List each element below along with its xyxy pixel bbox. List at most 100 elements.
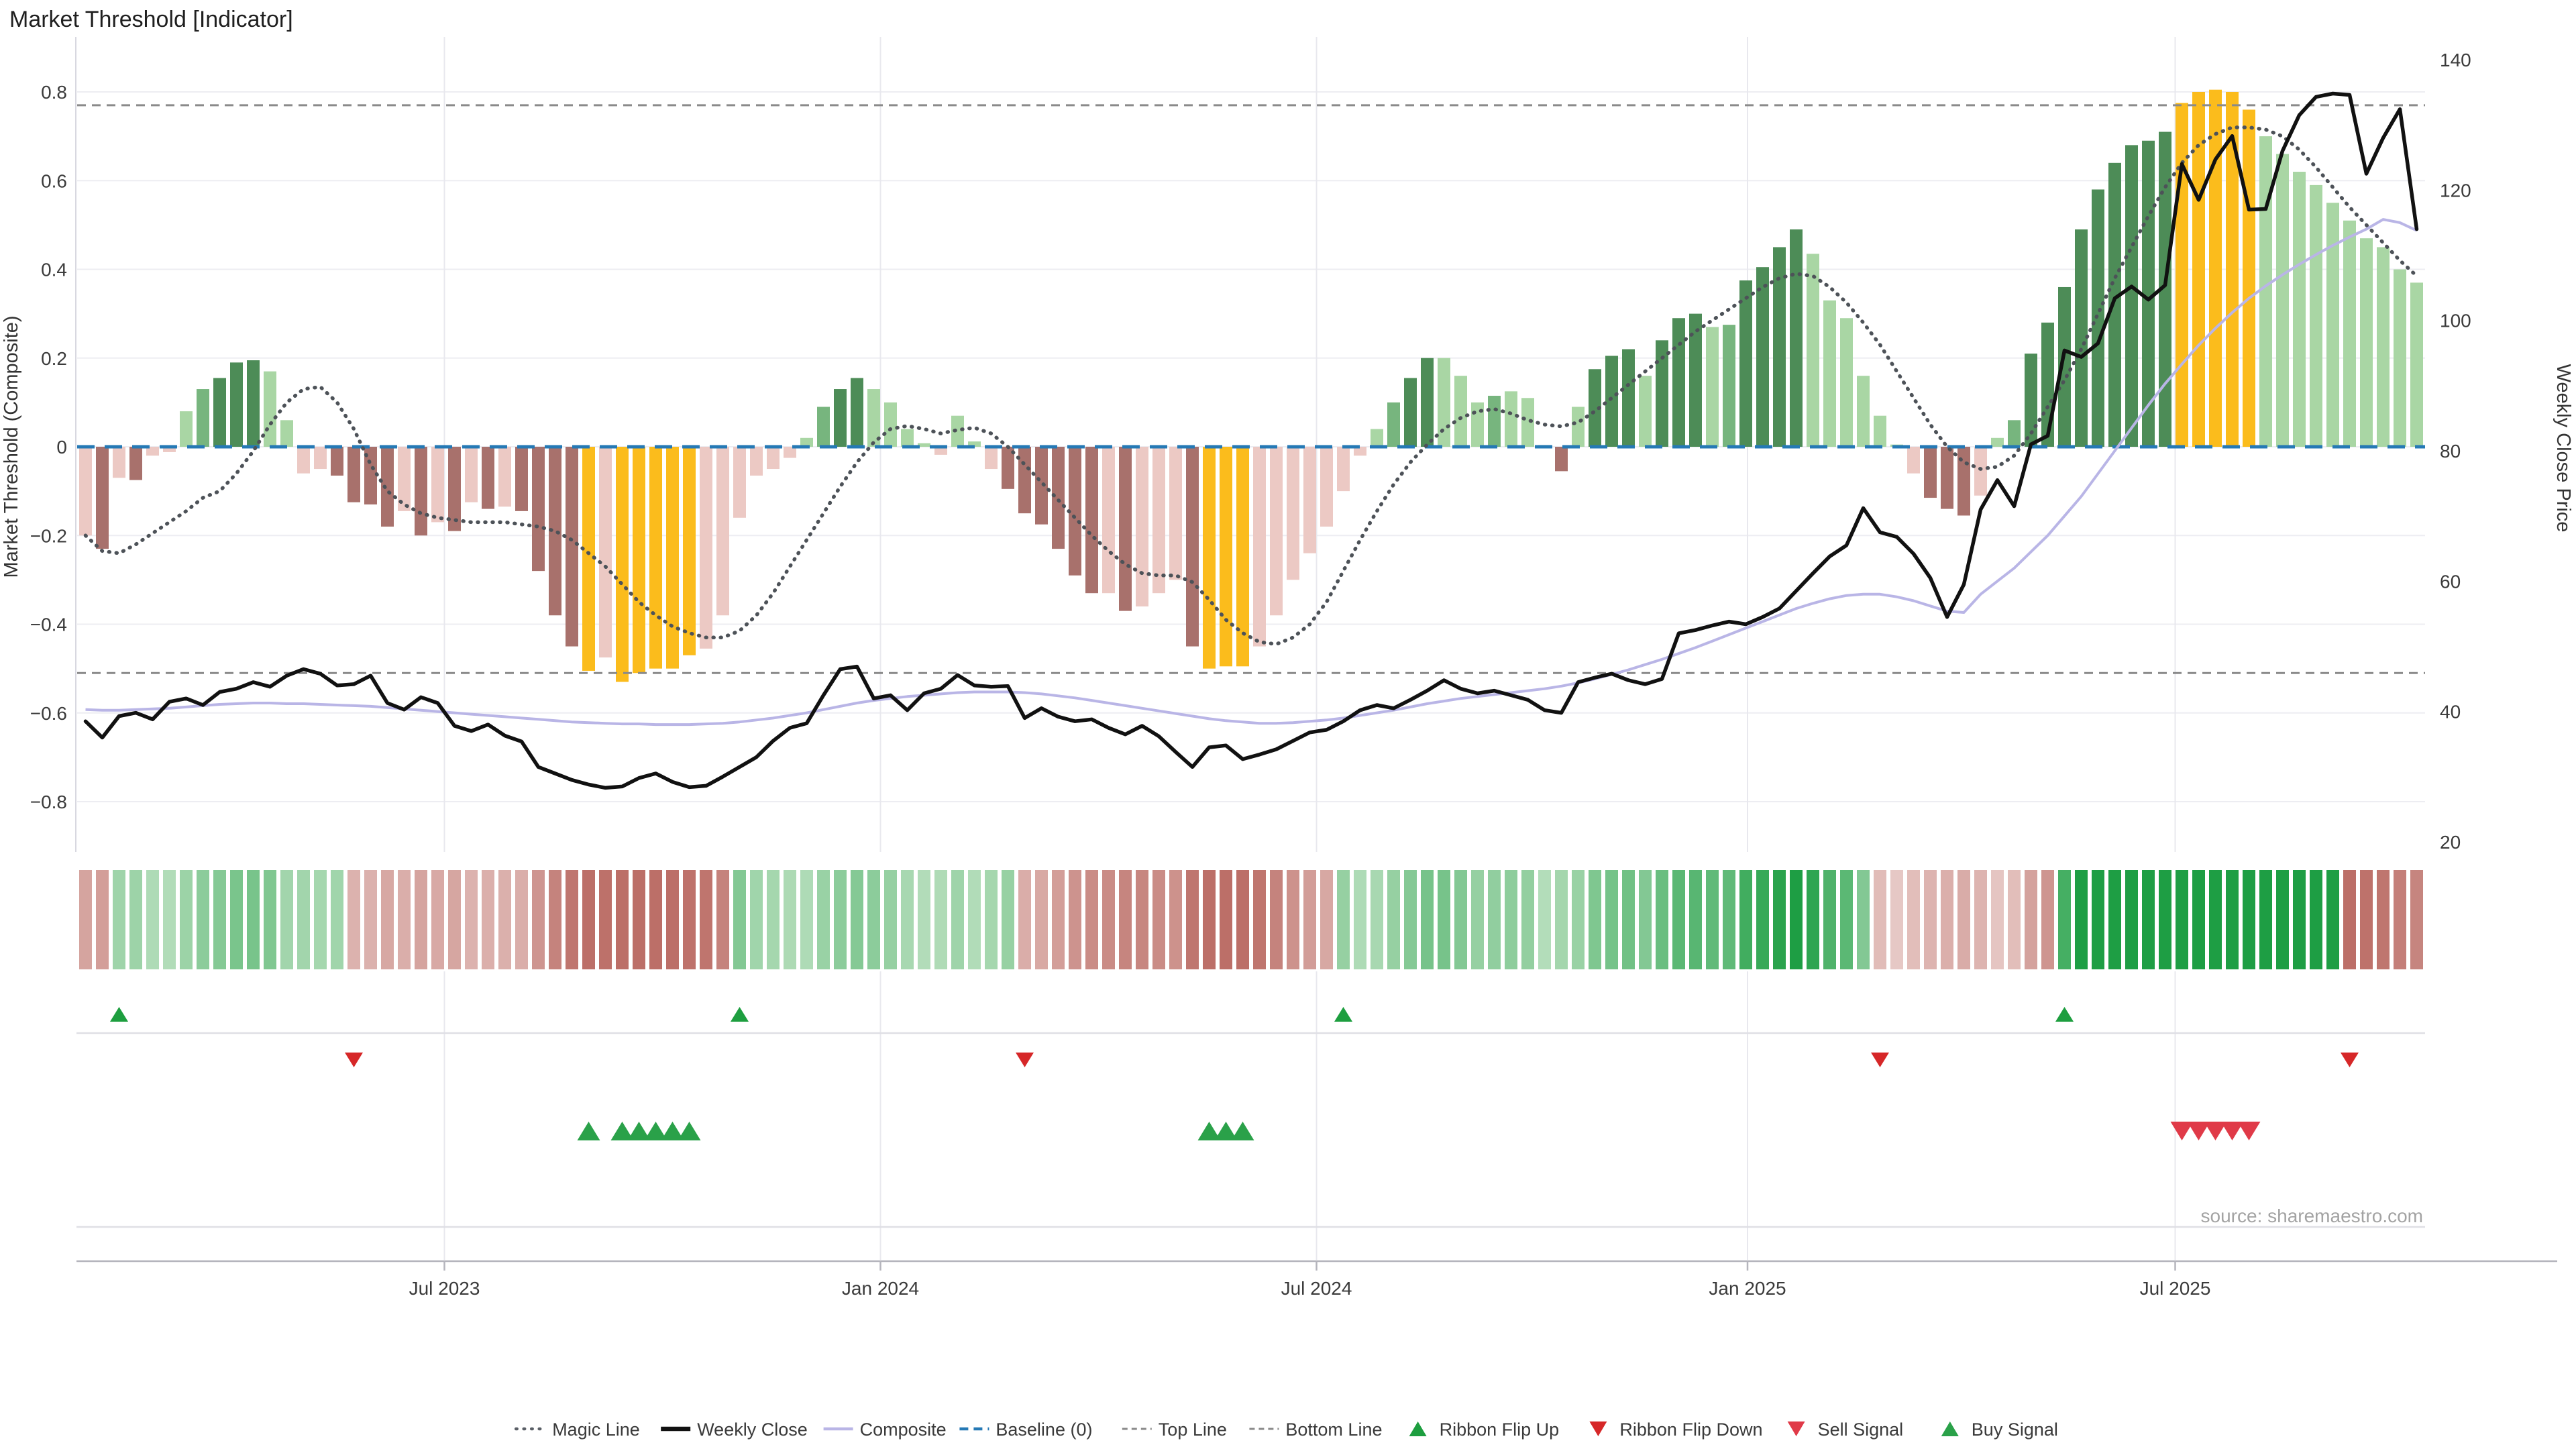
ribbon-cell: [2243, 870, 2255, 969]
threshold-bar: [817, 407, 830, 447]
threshold-bar: [1337, 447, 1350, 492]
threshold-bar: [2058, 286, 2071, 447]
buy-signal-icon: [661, 1122, 684, 1140]
threshold-bar: [1186, 447, 1199, 647]
legend-marker-triangle-up-icon: [1941, 1421, 1959, 1436]
threshold-bar: [197, 389, 209, 447]
grid-layer: [75, 37, 2425, 1260]
threshold-bar: [1790, 229, 1803, 447]
y-left-tick-label: 0.6: [41, 170, 67, 191]
threshold-bar: [2276, 154, 2289, 447]
legend-item-label: Bottom Line: [1285, 1419, 1382, 1440]
axes-layer: 0.8 0.6 0.4 0.2 0 −0.2 −0.4 −0.6 −0.8 140 120 100 80…: [30, 50, 2471, 1299]
ribbon-flip-down-icon: [345, 1053, 363, 1067]
sell-signal-icon: [2170, 1122, 2194, 1140]
ribbon-cell: [1773, 870, 1786, 969]
threshold-bar: [800, 437, 813, 447]
ribbon-cell: [1018, 870, 1031, 969]
threshold-histogram: [77, 89, 2425, 682]
threshold-bar: [1354, 447, 1366, 456]
ribbon-cell: [1186, 870, 1199, 969]
buy-signal-icon: [1214, 1122, 1238, 1140]
legend-marker-triangle-down-icon: [1589, 1421, 1607, 1436]
threshold-bar: [1991, 437, 2004, 447]
threshold-bar: [2159, 131, 2171, 447]
ribbon-cell: [1857, 870, 1870, 969]
threshold-bar: [347, 447, 360, 502]
ribbon-cell: [1085, 870, 1098, 969]
ribbon-cell: [2192, 870, 2205, 969]
threshold-bar: [1052, 447, 1065, 549]
threshold-bar: [280, 420, 293, 447]
x-tick-label: Jan 2025: [1709, 1278, 1786, 1299]
ribbon-cell: [2293, 870, 2306, 969]
ribbon-cell: [1471, 870, 1484, 969]
ribbon-cell: [180, 870, 193, 969]
threshold-bar: [666, 447, 679, 669]
ribbon-cell: [2326, 870, 2339, 969]
ribbon-cell: [767, 870, 780, 969]
threshold-bar: [515, 447, 528, 511]
threshold-bar: [1069, 447, 1081, 576]
ribbon-cell: [851, 870, 863, 969]
threshold-bar: [1136, 447, 1148, 607]
y-left-tick-label: 0.2: [41, 348, 67, 369]
y-right-tick-label: 20: [2440, 832, 2461, 853]
ribbon-cell: [1739, 870, 1752, 969]
threshold-bar: [2176, 103, 2188, 447]
ribbon-flip-down-icon: [1016, 1053, 1034, 1067]
ribbon-cell: [448, 870, 461, 969]
threshold-bar: [1974, 447, 1987, 496]
ribbon-cell: [1974, 870, 1987, 969]
ribbon-cell: [800, 870, 813, 969]
ribbon-cell: [716, 870, 729, 969]
ribbon-cell: [381, 870, 394, 969]
threshold-bar: [1957, 447, 1970, 516]
ribbon-cell: [230, 870, 243, 969]
buy-signal-icon: [1231, 1122, 1254, 1140]
ribbon-cell: [1622, 870, 1635, 969]
legend-item: Magic Line: [514, 1419, 640, 1440]
legend-item-label: Ribbon Flip Up: [1440, 1419, 1560, 1440]
ribbon-cell: [1354, 870, 1366, 969]
threshold-bar: [867, 389, 880, 447]
ribbon-cell: [1270, 870, 1283, 969]
ribbon-cell: [901, 870, 914, 969]
ribbon-cell: [1538, 870, 1551, 969]
ribbon-cell: [750, 870, 763, 969]
ribbon-cell: [79, 870, 92, 969]
threshold-bar: [1085, 447, 1098, 594]
threshold-bar: [415, 447, 427, 536]
threshold-bar: [1102, 447, 1115, 594]
ribbon-cell: [1941, 870, 1953, 969]
y-right-tick-label: 120: [2440, 180, 2471, 201]
threshold-bar: [1756, 267, 1769, 447]
ribbon-cell: [2343, 870, 2356, 969]
ribbon-cell: [129, 870, 142, 969]
ribbon-cell: [599, 870, 612, 969]
threshold-bar: [1656, 340, 1668, 447]
ribbon-flip-up-icon: [110, 1007, 128, 1022]
y-right-tick-label: 140: [2440, 50, 2471, 70]
ribbon-cell: [465, 870, 478, 969]
buy-signal-icon: [1197, 1122, 1221, 1140]
threshold-bar: [2343, 220, 2356, 447]
threshold-bar: [2326, 203, 2339, 447]
legend-item-label: Buy Signal: [1972, 1419, 2058, 1440]
threshold-bar: [2360, 238, 2373, 447]
threshold-bar: [314, 447, 327, 470]
ribbon-cell: [1069, 870, 1081, 969]
threshold-bar: [2226, 92, 2239, 447]
threshold-bar: [599, 447, 612, 658]
legend-item-label: Sell Signal: [1818, 1419, 1904, 1440]
ribbon-cell: [817, 870, 830, 969]
threshold-bar: [1270, 447, 1283, 616]
threshold-bar: [1152, 447, 1165, 594]
threshold-bar: [1924, 447, 1937, 498]
threshold-bar: [448, 447, 461, 531]
ribbon-cell: [1521, 870, 1534, 969]
y-right-tick-label: 60: [2440, 571, 2461, 592]
threshold-bar: [1035, 447, 1048, 525]
ribbon-cell: [1505, 870, 1517, 969]
ribbon-cell: [700, 870, 712, 969]
